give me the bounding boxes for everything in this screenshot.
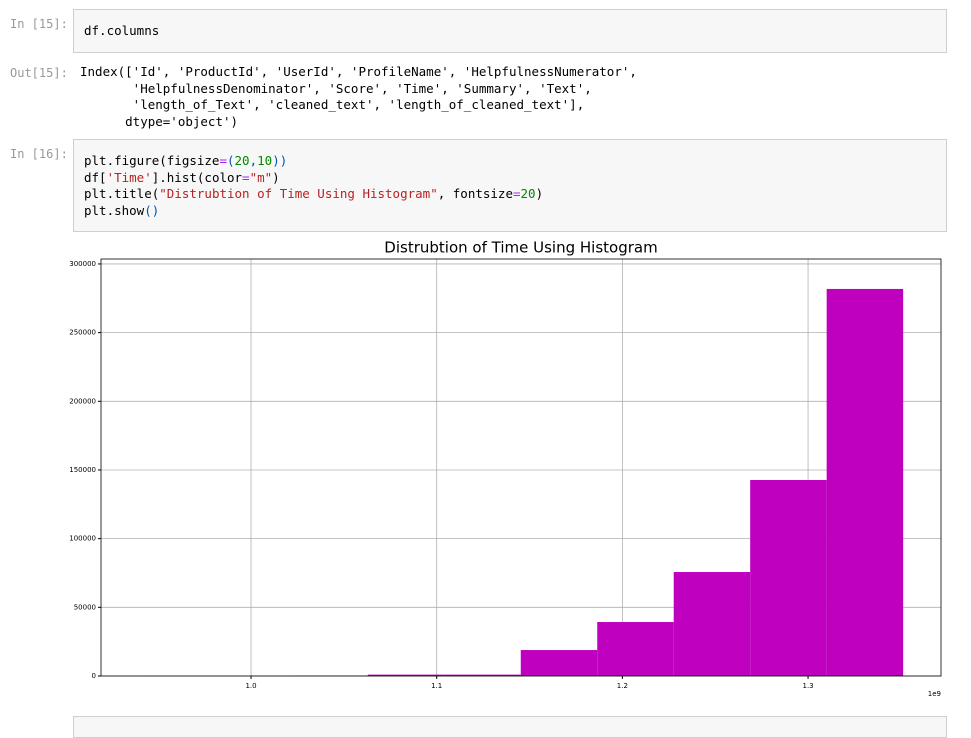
- x-tick-label: 1.1: [431, 682, 442, 690]
- code-token: 20: [521, 186, 536, 201]
- y-tick-label: 250000: [69, 329, 96, 337]
- code-token: plt.title(: [84, 186, 159, 201]
- code-token: )): [272, 153, 287, 168]
- code-cell[interactable]: df.columns: [73, 9, 947, 53]
- bar: [597, 622, 673, 676]
- output-line: dtype='object'): [80, 114, 637, 131]
- output-line: 'HelpfulnessDenominator', 'Score', 'Time…: [80, 81, 637, 98]
- code-line: plt.title("Distrubtion of Time Using His…: [84, 186, 936, 203]
- output: Index(['Id', 'ProductId', 'UserId', 'Pro…: [80, 64, 637, 130]
- code-token: ): [272, 170, 280, 185]
- code-line: plt.show(): [84, 203, 936, 220]
- code-token: "m": [250, 170, 273, 185]
- y-tick-label: 50000: [74, 603, 96, 611]
- y-tick-label: 0: [92, 672, 96, 680]
- code-token: =: [513, 186, 521, 201]
- code-token: ,: [250, 153, 258, 168]
- output-line: Index(['Id', 'ProductId', 'UserId', 'Pro…: [80, 64, 637, 81]
- bar: [521, 650, 597, 676]
- y-tick-label: 150000: [69, 466, 96, 474]
- code-token: "Distrubtion of Time Using Histogram": [159, 186, 437, 201]
- code-token: ): [536, 186, 544, 201]
- bar: [827, 289, 903, 676]
- code-token: , fontsize: [438, 186, 513, 201]
- prompt: Out[15]:: [10, 66, 68, 80]
- y-tick-label: 200000: [69, 397, 96, 405]
- code-cell[interactable]: [73, 716, 947, 738]
- code-line: df.columns: [84, 23, 936, 40]
- code-token: ].hist(color: [152, 170, 242, 185]
- output-line: 'length_of_Text', 'cleaned_text', 'lengt…: [80, 97, 637, 114]
- x-tick-label: 1.0: [245, 682, 256, 690]
- code-line: df['Time'].hist(color="m"): [84, 170, 936, 187]
- code-cell[interactable]: plt.figure(figsize=(20,10))df['Time'].hi…: [73, 139, 947, 232]
- code-token: plt.show: [84, 203, 144, 218]
- code-token: 20: [235, 153, 250, 168]
- code-line: plt.figure(figsize=(20,10)): [84, 153, 936, 170]
- prompt: In [15]:: [10, 17, 68, 31]
- chart: Distrubtion of Time Using Histogram 0 500…: [0, 235, 971, 705]
- notebook: In [15]: df.columns Out[15]: Index(['Id'…: [0, 0, 971, 723]
- code-token: df.columns: [84, 23, 159, 38]
- y-tick-label: 300000: [69, 260, 96, 268]
- code-token: plt.figure(figsize: [84, 153, 219, 168]
- code-token: =: [242, 170, 250, 185]
- code: df.columns: [74, 10, 946, 46]
- x-tick-label: 1.3: [802, 682, 813, 690]
- code: plt.figure(figsize=(20,10))df['Time'].hi…: [74, 140, 946, 225]
- bar: [674, 572, 750, 676]
- chart-title: Distrubtion of Time Using Histogram: [384, 239, 657, 257]
- code-token: 'Time': [107, 170, 152, 185]
- x-tick-label: 1.2: [617, 682, 628, 690]
- prompt: In [16]:: [10, 147, 68, 161]
- code-token: 10: [257, 153, 272, 168]
- code-token: df[: [84, 170, 107, 185]
- code-token: (): [144, 203, 159, 218]
- x-offset-label: 1e9: [928, 690, 941, 698]
- code-token: =: [219, 153, 227, 168]
- y-tick-label: 100000: [69, 535, 96, 543]
- code-token: (: [227, 153, 235, 168]
- bar: [750, 480, 826, 676]
